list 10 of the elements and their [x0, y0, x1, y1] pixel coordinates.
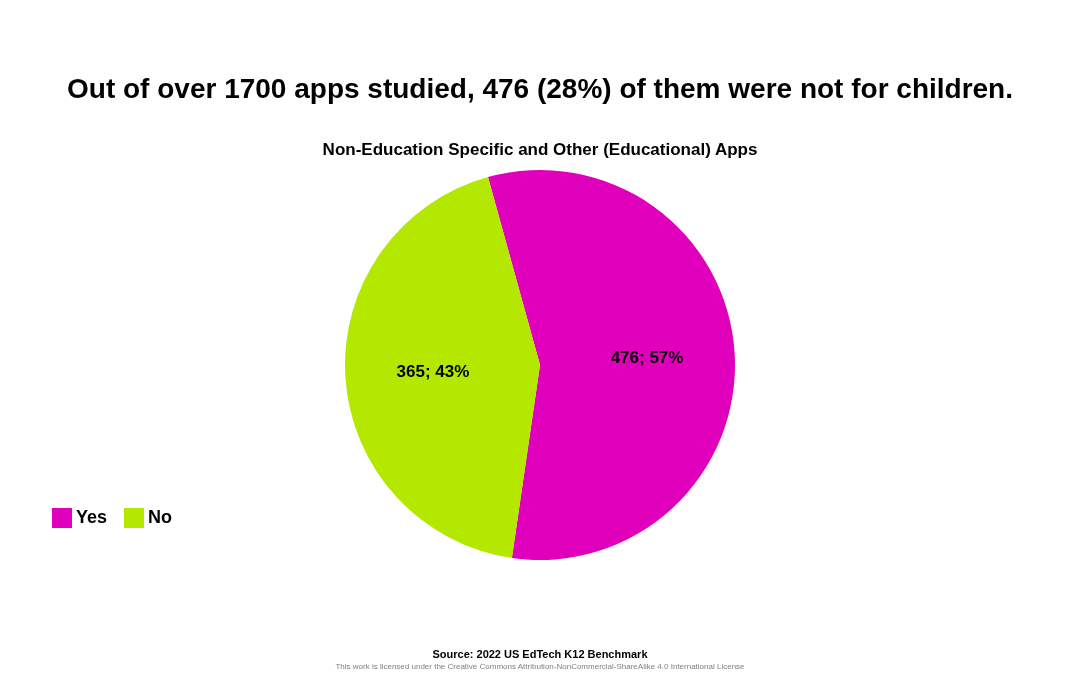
legend-label: No — [148, 507, 172, 527]
chart-title: Out of over 1700 apps studied, 476 (28%) of them were not for children. — [67, 73, 1013, 104]
text: This work is licensed under the Creative Commons Attribution-NonCommercial-ShareAlike 4.0 International License — [335, 662, 746, 671]
legend-label: Yes — [76, 507, 108, 527]
source-note: Source: 2022 US EdTech K12 Benchmark — [432, 648, 649, 660]
data-label: 365; 43% — [396, 361, 470, 381]
data-label: 476; 57% — [610, 348, 684, 368]
pie-slice — [345, 177, 540, 558]
chart-subtitle: Non-Education Specific and Other (Educational) Apps — [322, 140, 758, 159]
pie-slice — [487, 170, 735, 560]
